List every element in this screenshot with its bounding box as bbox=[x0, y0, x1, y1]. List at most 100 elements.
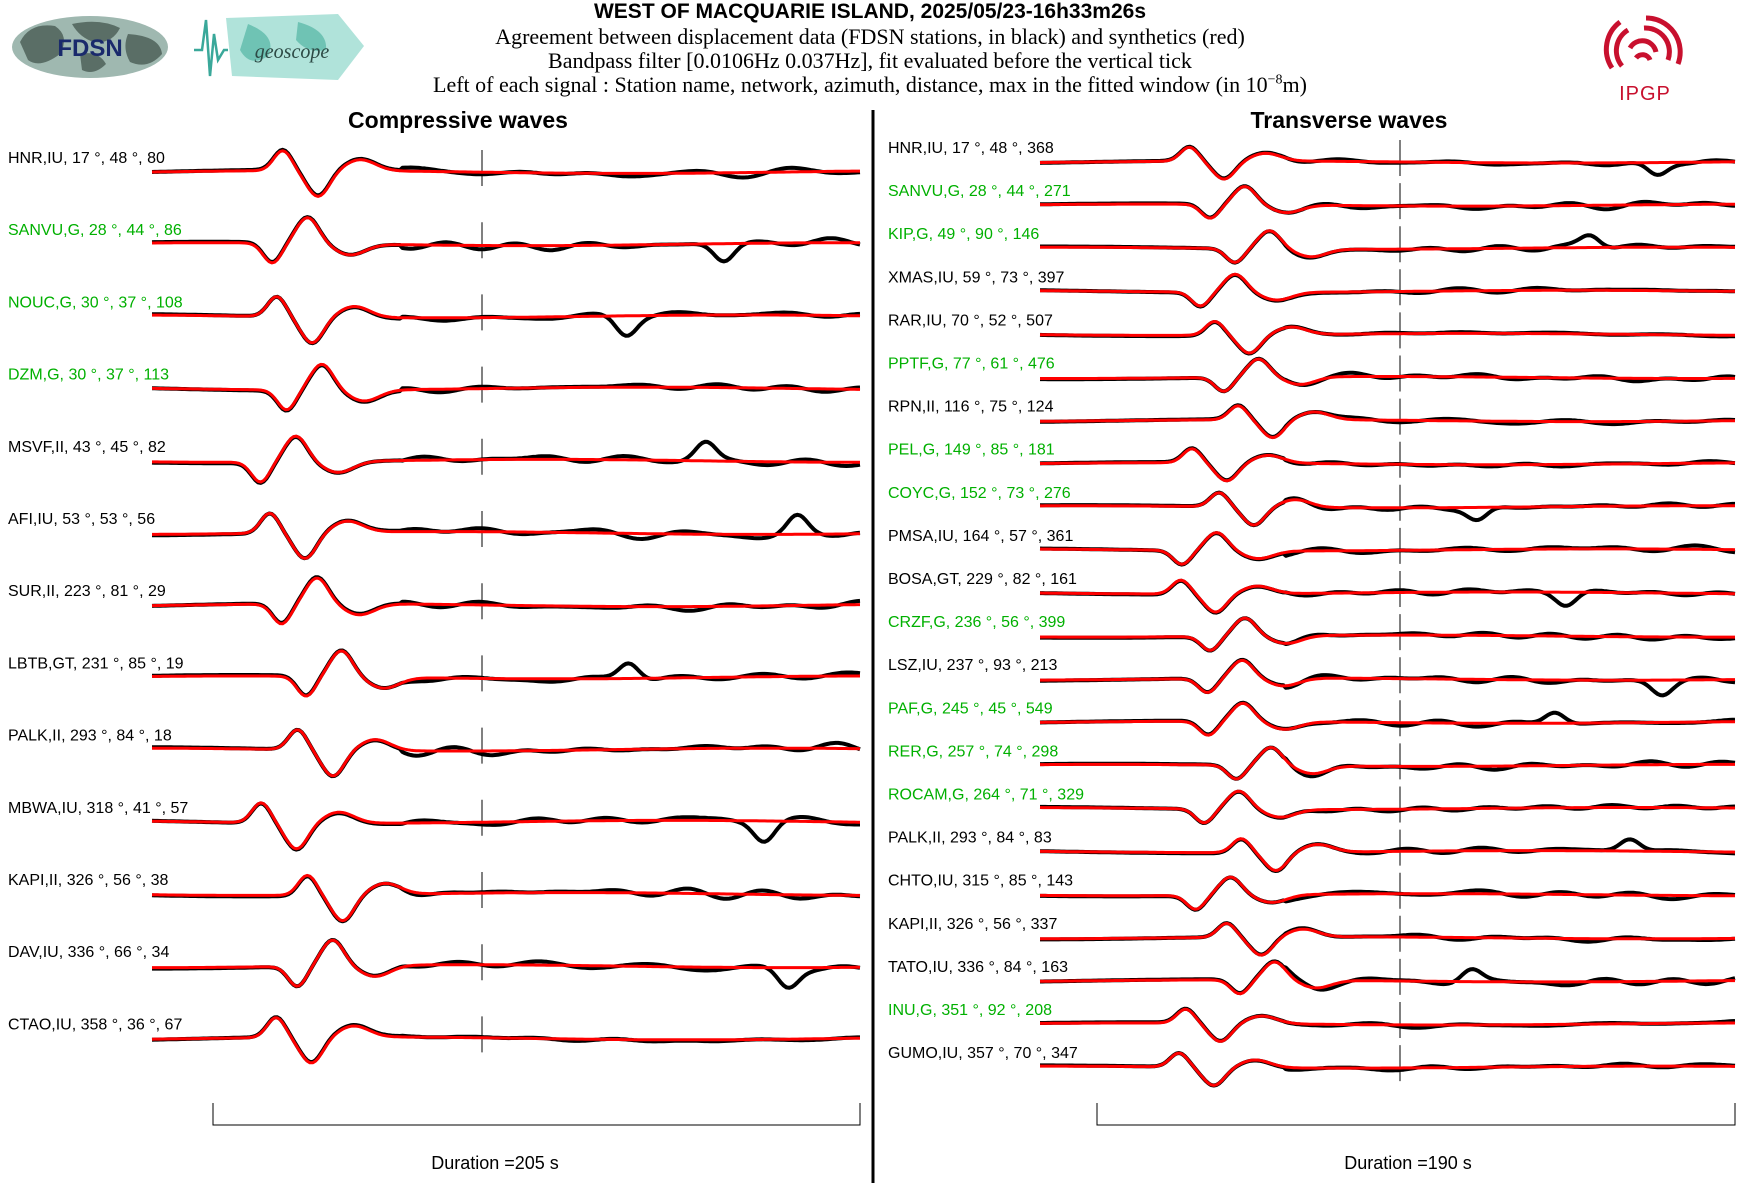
synthetic-trace bbox=[1040, 447, 1735, 483]
station-label: BOSA,GT, 229 °, 82 °, 161 bbox=[888, 571, 1077, 588]
synthetic-trace bbox=[152, 216, 860, 265]
synthetic-trace bbox=[1040, 658, 1735, 694]
ipgp-logo: IPGP bbox=[1603, 15, 1683, 105]
synthetic-trace bbox=[1040, 1051, 1735, 1087]
ipgp-logo-text: IPGP bbox=[1619, 83, 1671, 105]
synthetic-trace bbox=[1039, 789, 1735, 825]
data-trace bbox=[152, 294, 861, 346]
synthetic-trace bbox=[152, 801, 860, 851]
data-trace bbox=[151, 874, 861, 924]
station-label: SANVU,G, 28 °, 44 °, 86 bbox=[8, 222, 182, 239]
subtitle-filter: Bandpass filter [0.0106Hz 0.037Hz], fit … bbox=[548, 48, 1192, 73]
data-trace bbox=[152, 727, 861, 779]
subtitle-legend-prefix: Left of each signal : Station name, netw… bbox=[433, 72, 1268, 97]
duration-bracket bbox=[1096, 1103, 1736, 1126]
station-label: MBWA,IU, 318 °, 41 °, 57 bbox=[8, 800, 188, 817]
station-label: PALK,II, 293 °, 84 °, 83 bbox=[888, 830, 1052, 847]
station-label: LSZ,IU, 237 °, 93 °, 213 bbox=[888, 657, 1057, 674]
station-label: INU,G, 351 °, 92 °, 208 bbox=[888, 1002, 1052, 1019]
geoscope-logo: geoscope bbox=[194, 14, 364, 80]
station-label: TATO,IU, 336 °, 84 °, 163 bbox=[888, 959, 1068, 976]
station-label: AFI,IU, 53 °, 53 °, 56 bbox=[8, 511, 155, 528]
data-trace bbox=[151, 801, 860, 852]
synthetic-trace bbox=[1040, 491, 1735, 527]
subtitle-agreement: Agreement between displacement data (FDS… bbox=[495, 24, 1245, 49]
station-label: DZM,G, 30 °, 37 °, 113 bbox=[8, 367, 169, 384]
synthetic-trace bbox=[1040, 921, 1735, 957]
data-trace bbox=[1039, 320, 1736, 356]
station-label: RAR,IU, 70 °, 52 °, 507 bbox=[888, 312, 1053, 329]
station-label: PMSA,IU, 164 °, 57 °, 361 bbox=[888, 528, 1073, 545]
synthetic-trace bbox=[152, 938, 860, 988]
station-label: HNR,IU, 17 °, 48 °, 80 bbox=[8, 150, 165, 167]
synthetic-trace bbox=[1040, 320, 1735, 355]
station-label: ROCAM,G, 264 °, 71 °, 329 bbox=[888, 787, 1084, 804]
figure-header: WEST OF MACQUARIE ISLAND, 2025/05/23-16h… bbox=[0, 0, 1740, 110]
station-label: NOUC,G, 30 °, 37 °, 108 bbox=[8, 294, 183, 311]
synthetic-trace bbox=[152, 728, 861, 778]
synthetic-trace bbox=[152, 149, 860, 198]
synthetic-trace bbox=[152, 511, 860, 560]
station-label: KAPI,II, 326 °, 56 °, 38 bbox=[8, 872, 169, 889]
station-label: PAF,G, 245 °, 45 °, 549 bbox=[888, 700, 1053, 717]
station-label: DAV,IU, 336 °, 66 °, 34 bbox=[8, 944, 169, 961]
station-label: SUR,II, 223 °, 81 °, 29 bbox=[8, 583, 166, 600]
synthetic-trace bbox=[1040, 746, 1735, 781]
station-label: LBTB,GT, 231 °, 85 °, 19 bbox=[8, 655, 184, 672]
subtitle-legend-exponent: −8 bbox=[1267, 72, 1283, 88]
station-label: PEL,G, 149 °, 85 °, 181 bbox=[888, 442, 1055, 459]
station-label: XMAS,IU, 59 °, 73 °, 397 bbox=[888, 269, 1065, 286]
synthetic-trace bbox=[1040, 531, 1736, 566]
synthetic-trace bbox=[151, 1016, 860, 1065]
synthetic-trace bbox=[1039, 578, 1735, 614]
duration-label: Duration =190 s bbox=[1344, 1153, 1472, 1173]
synthetic-trace bbox=[152, 873, 860, 923]
synthetic-trace bbox=[1040, 1007, 1735, 1043]
synthetic-trace bbox=[152, 434, 860, 484]
geoscope-logo-text: geoscope bbox=[255, 41, 330, 63]
data-trace bbox=[1040, 959, 1736, 996]
synthetic-trace bbox=[1040, 357, 1735, 393]
synthetic-trace bbox=[1040, 229, 1735, 264]
station-label: HNR,IU, 17 °, 48 °, 368 bbox=[888, 140, 1054, 157]
synthetic-trace bbox=[1040, 404, 1735, 440]
station-label: RER,G, 257 °, 74 °, 298 bbox=[888, 743, 1058, 760]
synthetic-trace bbox=[152, 576, 860, 626]
data-trace bbox=[1040, 837, 1736, 873]
station-label: PALK,II, 293 °, 84 °, 18 bbox=[8, 728, 172, 745]
synthetic-trace bbox=[1040, 272, 1735, 308]
station-label: COYC,G, 152 °, 73 °, 276 bbox=[888, 485, 1071, 502]
station-label: KAPI,II, 326 °, 56 °, 337 bbox=[888, 916, 1057, 933]
synthetic-trace bbox=[1040, 837, 1736, 872]
data-trace bbox=[151, 575, 861, 625]
fdsn-logo: FDSN bbox=[12, 16, 168, 78]
data-trace bbox=[151, 215, 861, 265]
station-label: SANVU,G, 28 °, 44 °, 271 bbox=[888, 183, 1071, 200]
synthetic-trace bbox=[152, 295, 860, 345]
synthetic-trace bbox=[1040, 616, 1735, 652]
data-trace bbox=[1039, 700, 1736, 737]
synthetic-trace bbox=[1039, 960, 1735, 996]
synthetic-trace bbox=[1040, 875, 1735, 911]
duration-label: Duration =205 s bbox=[431, 1153, 559, 1173]
station-label: GUMO,IU, 357 °, 70 °, 347 bbox=[888, 1045, 1078, 1062]
subtitle-legend-note: Left of each signal : Station name, netw… bbox=[0, 72, 1740, 98]
duration-bracket bbox=[212, 1103, 861, 1126]
fdsn-logo-text: FDSN bbox=[57, 35, 122, 62]
figure-title: WEST OF MACQUARIE ISLAND, 2025/05/23-16h… bbox=[593, 0, 1146, 23]
station-label: CHTO,IU, 315 °, 85 °, 143 bbox=[888, 873, 1073, 890]
panel-title-transverse: Transverse waves bbox=[1251, 107, 1448, 133]
synthetic-trace bbox=[151, 649, 860, 698]
synthetic-trace bbox=[152, 362, 860, 412]
synthetic-trace bbox=[1040, 145, 1735, 181]
subtitle-legend-suffix: m) bbox=[1282, 72, 1307, 97]
data-trace bbox=[1040, 184, 1736, 220]
station-label: CRZF,G, 236 °, 56 °, 399 bbox=[888, 614, 1065, 631]
panel-title-compressive: Compressive waves bbox=[348, 107, 568, 133]
station-label: PPTF,G, 77 °, 61 °, 476 bbox=[888, 356, 1055, 373]
synthetic-trace bbox=[1040, 185, 1735, 220]
data-trace bbox=[152, 648, 861, 698]
data-trace bbox=[1040, 578, 1736, 615]
synthetic-trace bbox=[1040, 701, 1735, 737]
